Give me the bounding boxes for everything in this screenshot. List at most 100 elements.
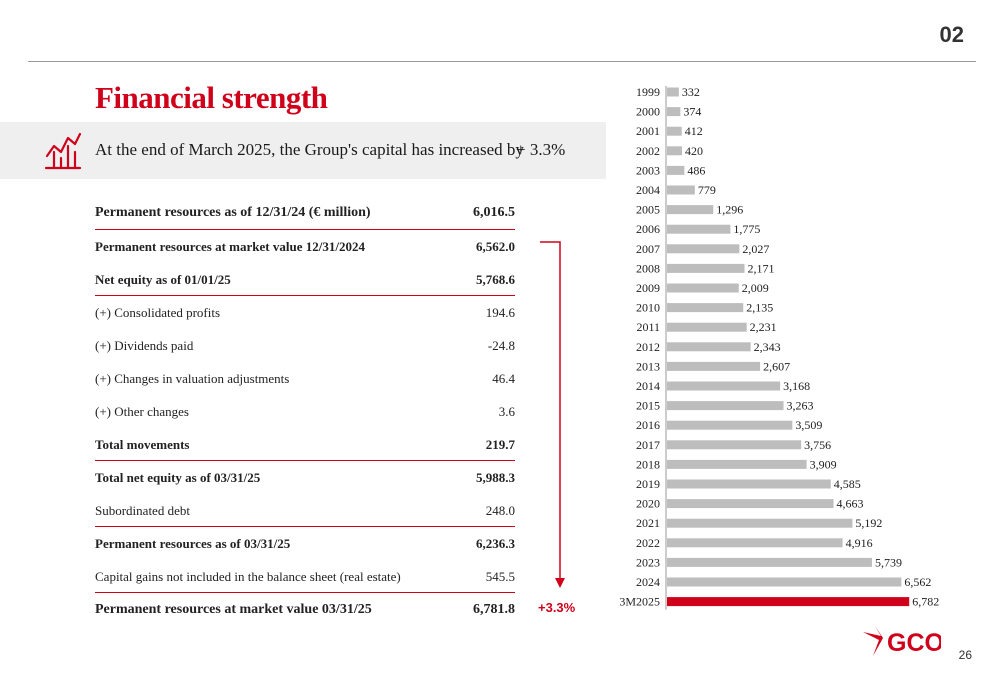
tick-label: 2002 xyxy=(636,144,660,158)
data-label: 3,509 xyxy=(795,418,822,432)
top-rule xyxy=(28,61,976,62)
row-value: 3.6 xyxy=(498,403,515,419)
tick-label: 2008 xyxy=(636,261,660,275)
row-value: 219.7 xyxy=(485,436,515,452)
data-label: 486 xyxy=(687,163,705,177)
row-label: Capital gains not included in the balanc… xyxy=(95,568,401,584)
bar xyxy=(667,205,714,215)
row-label: Total movements xyxy=(95,436,190,452)
highlight-value: + 3.3% xyxy=(516,140,566,159)
section-number: 02 xyxy=(939,22,964,47)
table-row: Subordinated debt 248.0 xyxy=(95,494,515,527)
tick-label: 2016 xyxy=(636,418,660,432)
data-label: 412 xyxy=(685,124,703,138)
data-label: 5,739 xyxy=(875,555,902,569)
data-label: 1,775 xyxy=(733,222,760,236)
row-value: 6,016.5 xyxy=(473,205,515,220)
tick-label: 2003 xyxy=(636,163,660,177)
bar xyxy=(667,597,910,607)
row-value: 6,236.3 xyxy=(476,535,515,551)
bar xyxy=(667,577,902,587)
bar xyxy=(667,322,747,332)
page-title: Financial strength xyxy=(95,80,328,115)
growth-arrow xyxy=(540,241,565,588)
bar xyxy=(667,87,679,97)
highlight-text: At the end of March 2025, the Group's ca… xyxy=(95,140,524,159)
row-value: -24.8 xyxy=(487,337,515,353)
bar xyxy=(667,224,731,234)
table-row: Total movements 219.7 xyxy=(95,428,515,461)
bar xyxy=(667,538,843,548)
row-value: 5,988.3 xyxy=(476,469,515,485)
data-label: 779 xyxy=(698,183,716,197)
tick-label: 2001 xyxy=(636,124,660,138)
tick-label: 2011 xyxy=(636,320,660,334)
row-label: Permanent resources at market value 12/3… xyxy=(95,238,365,254)
row-label: Permanent resources as of 03/31/25 xyxy=(95,535,291,551)
line-chart-growth-icon xyxy=(44,132,82,170)
logo-text: GCO xyxy=(887,629,941,657)
table-row: Permanent resources at market value 12/3… xyxy=(95,230,515,263)
bar xyxy=(667,499,834,509)
data-label: 3,168 xyxy=(783,379,810,393)
row-value: 248.0 xyxy=(485,502,515,518)
tick-label: 2022 xyxy=(636,536,660,550)
bar xyxy=(667,440,802,450)
data-label: 2,171 xyxy=(748,261,775,275)
row-value: 194.6 xyxy=(485,304,515,320)
data-label: 4,663 xyxy=(837,497,864,511)
row-value: 5,768.6 xyxy=(476,271,515,287)
tick-label: 2021 xyxy=(636,516,660,530)
bar xyxy=(667,557,872,567)
row-label: (+) Consolidated profits xyxy=(95,304,221,320)
highlight-band xyxy=(0,122,606,179)
bar xyxy=(667,263,745,273)
data-label: 5,192 xyxy=(855,516,882,530)
table-row: Capital gains not included in the balanc… xyxy=(95,560,515,593)
row-value: 6,781.8 xyxy=(473,601,515,617)
table-row: Permanent resources as of 03/31/25 6,236.… xyxy=(95,527,515,560)
table-row: Net equity as of 01/01/25 5,768.6 xyxy=(95,263,515,296)
data-label: 2,135 xyxy=(746,301,773,315)
tick-label: 2015 xyxy=(636,399,660,413)
equity-table: Permanent resources as of 12/31/24 (€ mi… xyxy=(95,196,515,626)
tick-label: 2006 xyxy=(636,222,660,236)
page-number: 26 xyxy=(958,648,972,662)
data-label: 2,231 xyxy=(750,320,777,334)
tick-label: 1999 xyxy=(636,85,660,99)
tick-label: 2004 xyxy=(636,183,660,197)
equity-bar-chart: 1999 332 2000 374 2001 412 2002 420 2003 486 2004 7… xyxy=(619,85,939,610)
bar xyxy=(667,107,681,117)
bar xyxy=(667,165,685,175)
tick-label: 2005 xyxy=(636,203,660,217)
tick-label: 2024 xyxy=(636,575,660,589)
tick-label: 2012 xyxy=(636,340,660,354)
table-row: (+) Dividends paid -24.8 xyxy=(95,329,515,362)
row-label: (+) Changes in valuation adjustments xyxy=(95,370,290,386)
bar xyxy=(667,146,682,156)
data-label: 3,909 xyxy=(810,457,837,471)
table-row: Total net equity as of 03/31/25 5,988.3 xyxy=(95,461,515,494)
bar xyxy=(667,479,831,489)
table-row: (+) Other changes 3.6 xyxy=(95,395,515,428)
row-value: 46.4 xyxy=(492,370,515,386)
bar xyxy=(667,303,744,313)
bar xyxy=(667,185,695,195)
data-label: 374 xyxy=(683,105,701,119)
bar xyxy=(667,342,751,352)
tick-label: 2014 xyxy=(636,379,660,393)
tick-label: 2000 xyxy=(636,105,660,119)
row-label: Subordinated debt xyxy=(95,502,190,518)
data-label: 4,585 xyxy=(834,477,861,491)
data-label: 6,782 xyxy=(912,595,939,609)
bar xyxy=(667,459,807,469)
tick-label: 2020 xyxy=(636,497,660,511)
data-label: 2,607 xyxy=(763,359,790,373)
row-label: Permanent resources as of 12/31/24 (€ mi… xyxy=(95,205,371,220)
bar xyxy=(667,401,784,411)
tick-label: 2007 xyxy=(636,242,660,256)
table-row: (+) Consolidated profits 194.6 xyxy=(95,296,515,329)
data-label: 4,916 xyxy=(846,536,873,550)
row-label: Permanent resources at market value 03/3… xyxy=(95,601,372,617)
tick-label: 2010 xyxy=(636,301,660,315)
